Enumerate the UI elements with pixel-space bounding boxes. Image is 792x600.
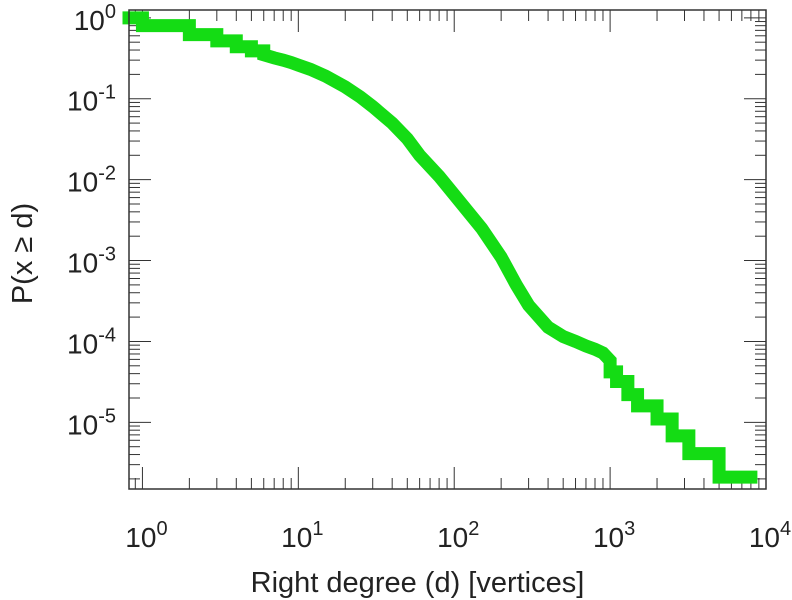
y-axis-label: P(x ≥ d): [7, 203, 39, 304]
x-axis-label: Right degree (d) [vertices]: [251, 567, 585, 599]
y-tick-label: 10-2: [67, 163, 116, 198]
plot-frame: [128, 9, 767, 490]
y-tick-label: 10-4: [67, 324, 116, 359]
x-tick-label: 103: [593, 518, 635, 553]
x-tick-label: 100: [125, 518, 167, 553]
y-tick-label: 10-1: [67, 82, 116, 117]
x-tick-label: 102: [437, 518, 479, 553]
y-tick-label: 10-3: [67, 244, 116, 279]
x-tick-label: 101: [281, 518, 323, 553]
y-tick-label: 10-5: [67, 405, 116, 440]
label-layer: Right degree (d) [vertices] P(x ≥ d) 100…: [7, 1, 791, 599]
series-line: [122, 11, 758, 484]
x-tick-label: 104: [749, 518, 791, 553]
series-layer: [122, 11, 758, 484]
y-tick-label: 100: [74, 1, 116, 36]
